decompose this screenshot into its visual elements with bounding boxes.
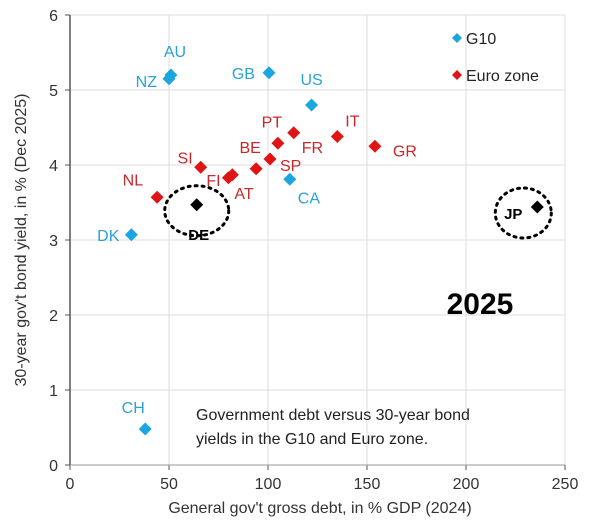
point-label-de: DE: [188, 227, 209, 244]
y-tick-label: 4: [49, 158, 58, 175]
y-tick-label: 0: [49, 458, 58, 475]
point-label-sp: SP: [280, 158, 301, 175]
x-tick-label: 200: [453, 476, 480, 493]
point-label-ca: CA: [298, 190, 321, 207]
y-tick-label: 5: [49, 83, 58, 100]
data-point-it: [330, 130, 344, 143]
y-tick-label: 6: [49, 8, 58, 25]
annotation-line: yields in the G10 and Euro zone.: [196, 431, 428, 448]
point-label-nz: NZ: [136, 74, 158, 91]
point-label-pt: PT: [262, 114, 283, 131]
point-label-au: AU: [164, 44, 186, 61]
y-tick-label: 1: [49, 383, 58, 400]
data-point-de: [190, 198, 204, 212]
y-tick-label: 3: [49, 233, 58, 250]
legend-marker: [452, 33, 462, 43]
x-tick-label: 50: [160, 476, 178, 493]
data-point-nz: [162, 72, 176, 86]
data-point-us: [305, 98, 319, 112]
x-tick-label: 0: [66, 476, 75, 493]
data-point-jp: [530, 200, 544, 214]
point-label-us: US: [300, 72, 322, 89]
point-label-gr: GR: [393, 143, 417, 160]
point-label-it: IT: [345, 114, 359, 131]
data-point-ca: [283, 172, 297, 186]
data-point-ch: [138, 422, 152, 436]
data-point-dk: [124, 228, 138, 242]
x-axis-label: General gov't gross debt, in % GDP (2024…: [168, 500, 471, 517]
x-tick-label: 250: [552, 476, 579, 493]
legend-label: G10: [466, 31, 496, 48]
point-label-gb: GB: [232, 66, 255, 83]
data-point-gb: [262, 66, 276, 80]
data-point-nl: [150, 190, 164, 204]
point-label-fi: FI: [206, 173, 220, 190]
legend-label: Euro zone: [466, 68, 539, 85]
chart-title: 2025: [447, 288, 514, 321]
point-label-dk: DK: [97, 228, 120, 245]
data-point-pt: [271, 136, 285, 150]
data-point-sp: [263, 152, 277, 166]
legend-marker: [452, 70, 462, 80]
data-point-gr: [368, 139, 382, 153]
point-label-jp: JP: [504, 206, 522, 223]
x-tick-label: 100: [255, 476, 282, 493]
y-tick-label: 2: [49, 308, 58, 325]
highlight-circle: [163, 184, 231, 238]
point-label-si: SI: [178, 150, 193, 167]
point-label-at: AT: [234, 186, 253, 203]
data-point-si: [194, 160, 208, 174]
data-point-at: [225, 168, 239, 182]
y-axis-label: 30-year gov't bond yield, in % (Dec 2025…: [13, 94, 30, 387]
highlight-circle: [493, 186, 553, 240]
annotation-line: Government debt versus 30-year bond: [196, 407, 470, 424]
x-tick-label: 150: [354, 476, 381, 493]
point-label-ch: CH: [122, 400, 145, 417]
point-label-nl: NL: [123, 172, 144, 189]
point-label-be: BE: [239, 140, 260, 157]
data-point-fr: [287, 126, 301, 140]
point-label-fr: FR: [302, 140, 323, 157]
data-point-be: [249, 162, 263, 176]
